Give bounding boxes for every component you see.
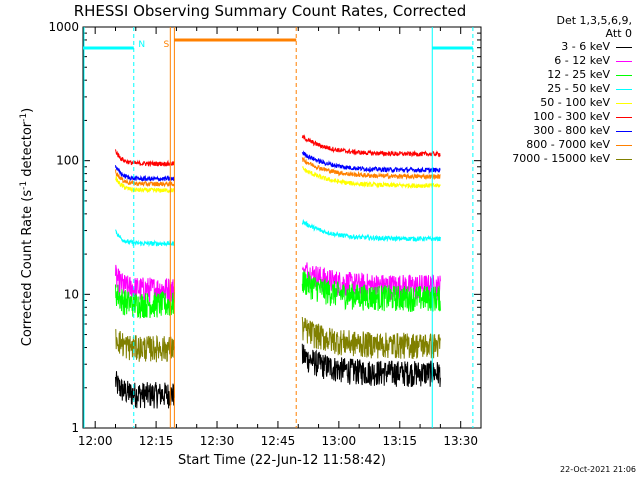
legend-label: 6 - 12 keV <box>554 54 610 67</box>
series-line-3 <box>301 218 441 243</box>
y-tick-label: 10 <box>64 287 79 301</box>
legend-swatch <box>616 46 632 48</box>
legend-label: 800 - 7000 keV <box>526 138 610 151</box>
plot-area: 1 10 100 1000 12:00 12:15 12:30 12:45 13:00 13:15… <box>48 20 482 448</box>
attenuator-label: Att 0 <box>605 27 632 40</box>
legend-item: 800 - 7000 keV <box>472 138 632 152</box>
x-tick-label: 12:00 <box>78 434 113 448</box>
legend-label: 3 - 6 keV <box>561 40 610 53</box>
legend-item: 12 - 25 keV <box>472 68 632 82</box>
series-line-0 <box>115 371 175 409</box>
series-line-1 <box>301 262 441 301</box>
series-line-0 <box>301 343 441 388</box>
legend-item: 300 - 800 keV <box>472 124 632 138</box>
legend-swatch <box>616 116 632 118</box>
series-line-8 <box>115 328 175 363</box>
y-axis-label: Corrected Count Rate (s-1 detector-1) <box>18 107 36 347</box>
legend-item: 100 - 300 keV <box>472 110 632 124</box>
legend-label: 100 - 300 keV <box>533 110 610 123</box>
series-line-7 <box>115 169 175 188</box>
y-tick-label: 1 <box>71 421 79 435</box>
chart-title: RHESSI Observing Summary Count Rates, Co… <box>73 2 467 20</box>
y-tick-label: 1000 <box>48 20 79 34</box>
legend-item: 7000 - 15000 keV <box>472 152 632 166</box>
x-tick-label: 12:45 <box>261 434 296 448</box>
series-line-5 <box>115 149 175 168</box>
legend-swatch <box>616 74 632 76</box>
series-line-4 <box>301 166 441 189</box>
legend-item: 25 - 50 keV <box>472 82 632 96</box>
legend-swatch <box>616 158 632 160</box>
x-tick-label: 13:30 <box>443 434 478 448</box>
x-tick-label: 12:30 <box>200 434 235 448</box>
x-tick-label: 13:00 <box>322 434 357 448</box>
legend-swatch <box>616 60 632 62</box>
series-line-1 <box>115 264 175 305</box>
series-line-5 <box>301 133 441 158</box>
series-line-3 <box>115 229 175 248</box>
y-tick-label: 100 <box>56 154 79 168</box>
series-line-6 <box>301 150 441 175</box>
detector-label: Det 1,3,5,6,9, <box>556 14 632 27</box>
series-line-7 <box>301 156 441 181</box>
plot-frame <box>82 26 482 429</box>
legend-swatch <box>616 130 632 132</box>
legend-label: 50 - 100 keV <box>540 96 610 109</box>
legend-label: 12 - 25 keV <box>547 68 610 81</box>
marker-label-S: S <box>163 40 169 50</box>
x-axis-label: Start Time (22-Jun-12 11:58:42) <box>178 453 386 468</box>
series-line-2 <box>115 284 175 319</box>
legend-label: 7000 - 15000 keV <box>512 152 610 165</box>
legend-swatch <box>616 102 632 104</box>
x-tick-label: 12:15 <box>139 434 174 448</box>
series-line-4 <box>115 175 175 194</box>
legend-swatch <box>616 144 632 146</box>
legend-item: 3 - 6 keV <box>472 40 632 54</box>
legend-swatch <box>616 88 632 90</box>
series-line-8 <box>301 316 441 360</box>
footer-timestamp: 22-Oct-2021 21:06 <box>560 465 636 474</box>
legend-item: 50 - 100 keV <box>472 96 632 110</box>
legend-label: 300 - 800 keV <box>533 124 610 137</box>
x-tick-label: 13:15 <box>382 434 417 448</box>
series-line-6 <box>115 165 175 182</box>
series-line-2 <box>301 270 441 312</box>
legend-label: 25 - 50 keV <box>547 82 610 95</box>
marker-label-N: N <box>138 40 145 50</box>
legend: Det 1,3,5,6,9, Att 0 3 - 6 keV 6 - 12 keV… <box>472 14 632 166</box>
legend-item: 6 - 12 keV <box>472 54 632 68</box>
